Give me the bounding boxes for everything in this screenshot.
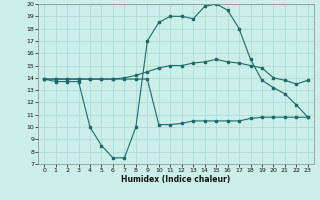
X-axis label: Humidex (Indice chaleur): Humidex (Indice chaleur) <box>121 175 231 184</box>
